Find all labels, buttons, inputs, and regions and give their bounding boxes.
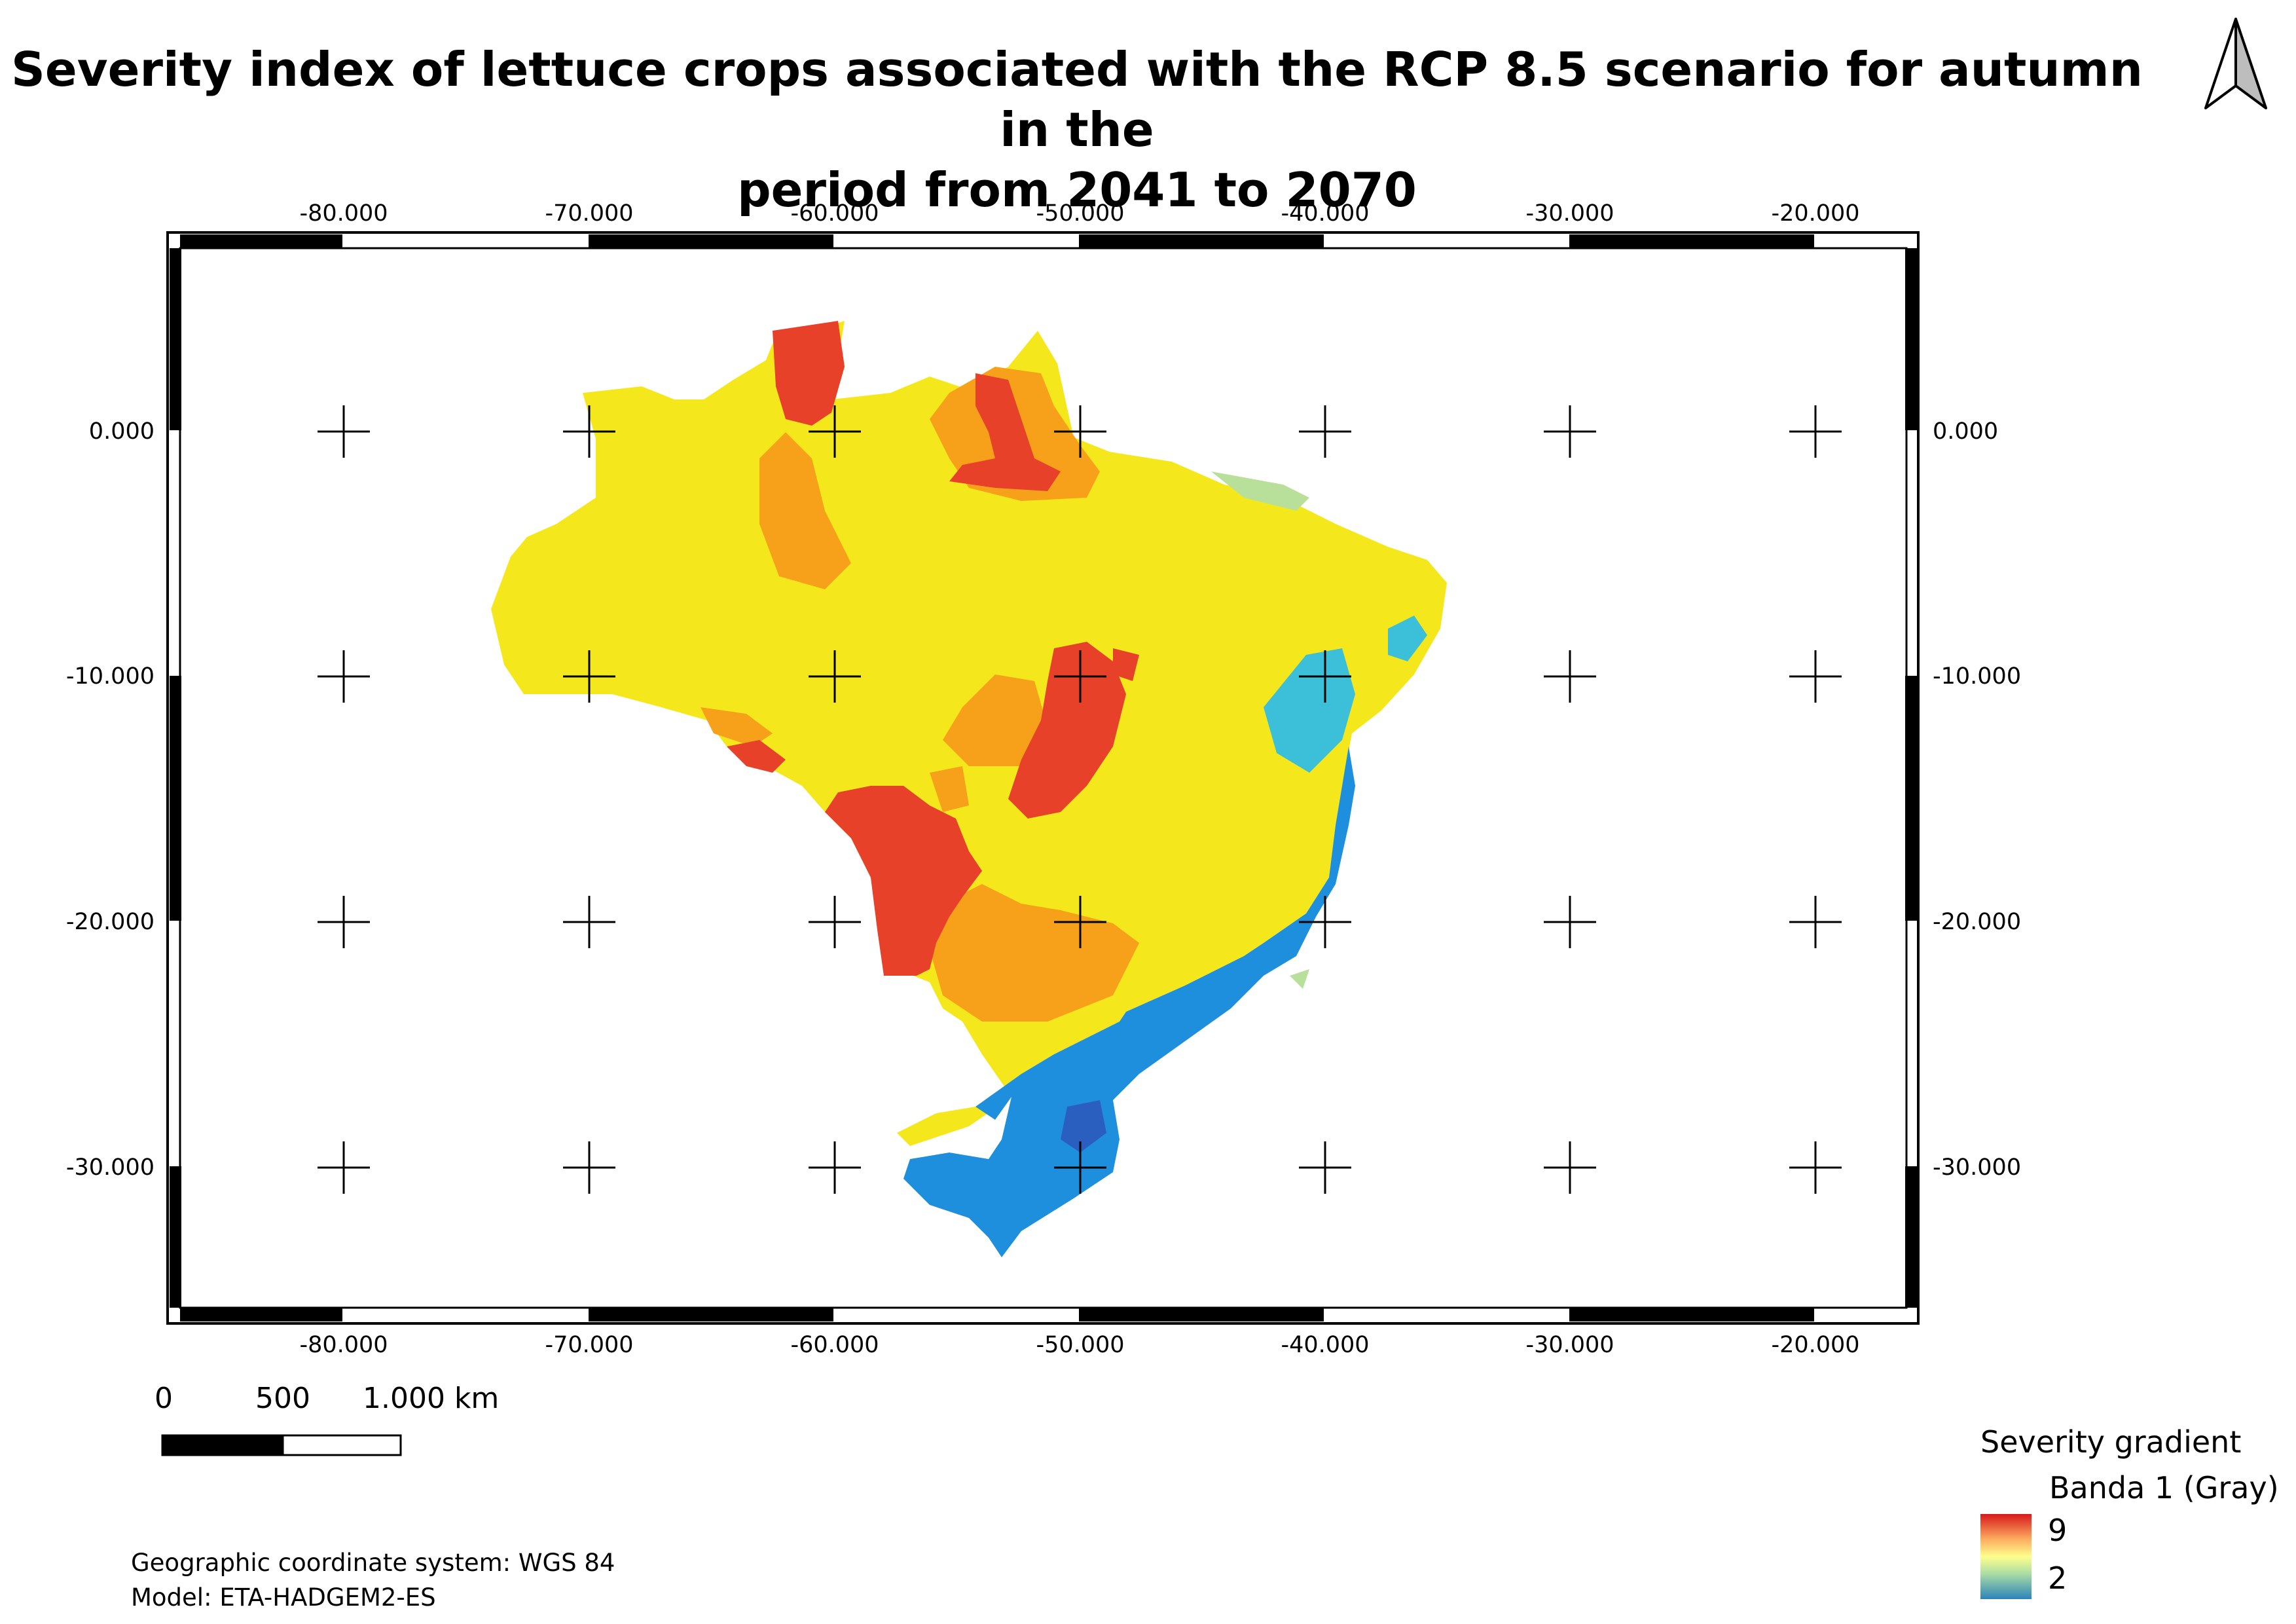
lon-tick-top: -50.000 [1036,200,1125,227]
crs-note: Geographic coordinate system: WGS 84 [131,1549,615,1577]
legend-title: Severity gradient [1980,1424,2242,1460]
north-arrow-icon [2204,18,2267,109]
lat-tick-right: -10.000 [1933,663,2022,690]
lon-tick-bottom: -30.000 [1525,1332,1614,1358]
lon-tick-bottom: -80.000 [299,1332,388,1358]
scale-label: 1.000 km [363,1382,500,1415]
lon-tick-bottom: -50.000 [1036,1332,1125,1358]
lon-tick-top: -30.000 [1525,200,1614,227]
region-red [727,321,1139,976]
graticule-border [170,234,1917,1321]
lon-tick-top: -60.000 [790,200,879,227]
lon-tick-top: -70.000 [545,200,634,227]
lat-tick-right: -30.000 [1933,1154,2022,1181]
lon-tick-bottom: -70.000 [545,1332,634,1358]
region-dark-blue [1061,1100,1106,1153]
map-title-line-2: period from 2041 to 2070 [737,162,1417,217]
scale-bar [161,1434,402,1456]
lon-tick-bottom: -20.000 [1771,1332,1860,1358]
severity-raster [491,321,1447,1257]
graticule-crosses [318,405,1842,1194]
scale-label: 0 [155,1382,173,1415]
legend-band-label: Banda 1 (Gray) [2049,1470,2279,1505]
legend-min-label: 2 [2048,1560,2068,1596]
lon-tick-top: -20.000 [1771,200,1860,227]
lat-tick-right: -20.000 [1933,909,2022,935]
lon-tick-bottom: -60.000 [790,1332,879,1358]
lat-tick-left: -20.000 [65,909,155,935]
lat-tick-right: 0.000 [1933,418,1999,445]
lat-tick-left: 0.000 [88,418,155,445]
lat-tick-left: -30.000 [65,1154,155,1181]
region-orange [701,367,1139,1022]
lon-tick-bottom: -40.000 [1281,1332,1370,1358]
lon-tick-top: -80.000 [299,200,388,227]
region-blue [903,747,1355,1257]
model-note: Model: ETA-HADGEM2-ES [131,1583,436,1612]
scale-label: 500 [255,1382,310,1415]
region-blue-southeast [1264,616,1427,773]
map-title-line-1: Severity index of lettuce crops associat… [11,42,2143,157]
legend-color-ramp [1980,1514,2032,1599]
lon-tick-top: -40.000 [1281,200,1370,227]
map-title: Severity index of lettuce crops associat… [0,39,2154,220]
legend-max-label: 9 [2048,1513,2068,1548]
lat-tick-left: -10.000 [65,663,155,690]
